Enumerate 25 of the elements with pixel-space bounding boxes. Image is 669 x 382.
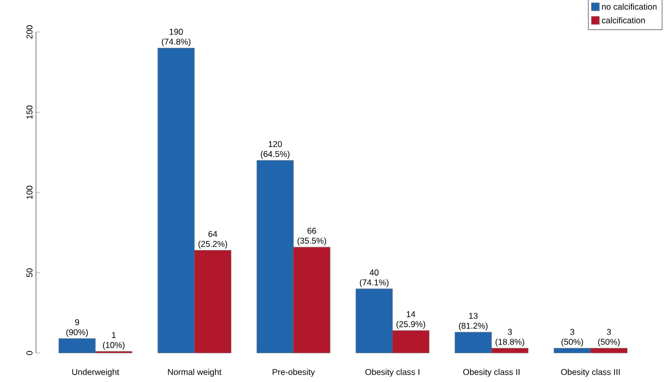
- x-tick-label: Pre-obesity: [272, 368, 315, 377]
- y-tick-label: 200: [26, 25, 32, 39]
- x-tick-label: Obesity class III: [561, 368, 620, 377]
- data-label: 3 (50%): [562, 328, 584, 346]
- data-label: 14 (25.9%): [396, 311, 426, 329]
- data-label: 64 (25.2%): [198, 230, 228, 249]
- data-label: 66 (35.5%): [298, 228, 326, 246]
- x-tick-label: Normal weight: [168, 368, 222, 377]
- data-label: 9 (90%): [66, 319, 88, 337]
- data-label: 190 (74.8%): [162, 28, 190, 46]
- data-label: 1 (10%): [102, 332, 125, 350]
- y-tick-label: 50: [26, 268, 32, 278]
- y-tick-label: 100: [26, 186, 32, 199]
- data-label: 120 (64.5%): [260, 141, 290, 159]
- y-tick-label: 0: [26, 350, 32, 356]
- data-label: 40 (74.1%): [360, 269, 388, 288]
- x-tick-label: Underweight: [72, 368, 120, 377]
- x-tick-label: Obesity class I: [365, 368, 420, 377]
- x-tick-label: Obesity class II: [463, 368, 520, 377]
- data-label: 3 (18.8%): [496, 328, 524, 346]
- legend-label: calcification: [602, 17, 645, 24]
- legend-label: no calcification: [602, 3, 657, 10]
- y-tick-label: 150: [26, 106, 32, 119]
- data-label: 3 (50%): [598, 328, 620, 346]
- data-label: 13 (81.2%): [458, 312, 488, 330]
